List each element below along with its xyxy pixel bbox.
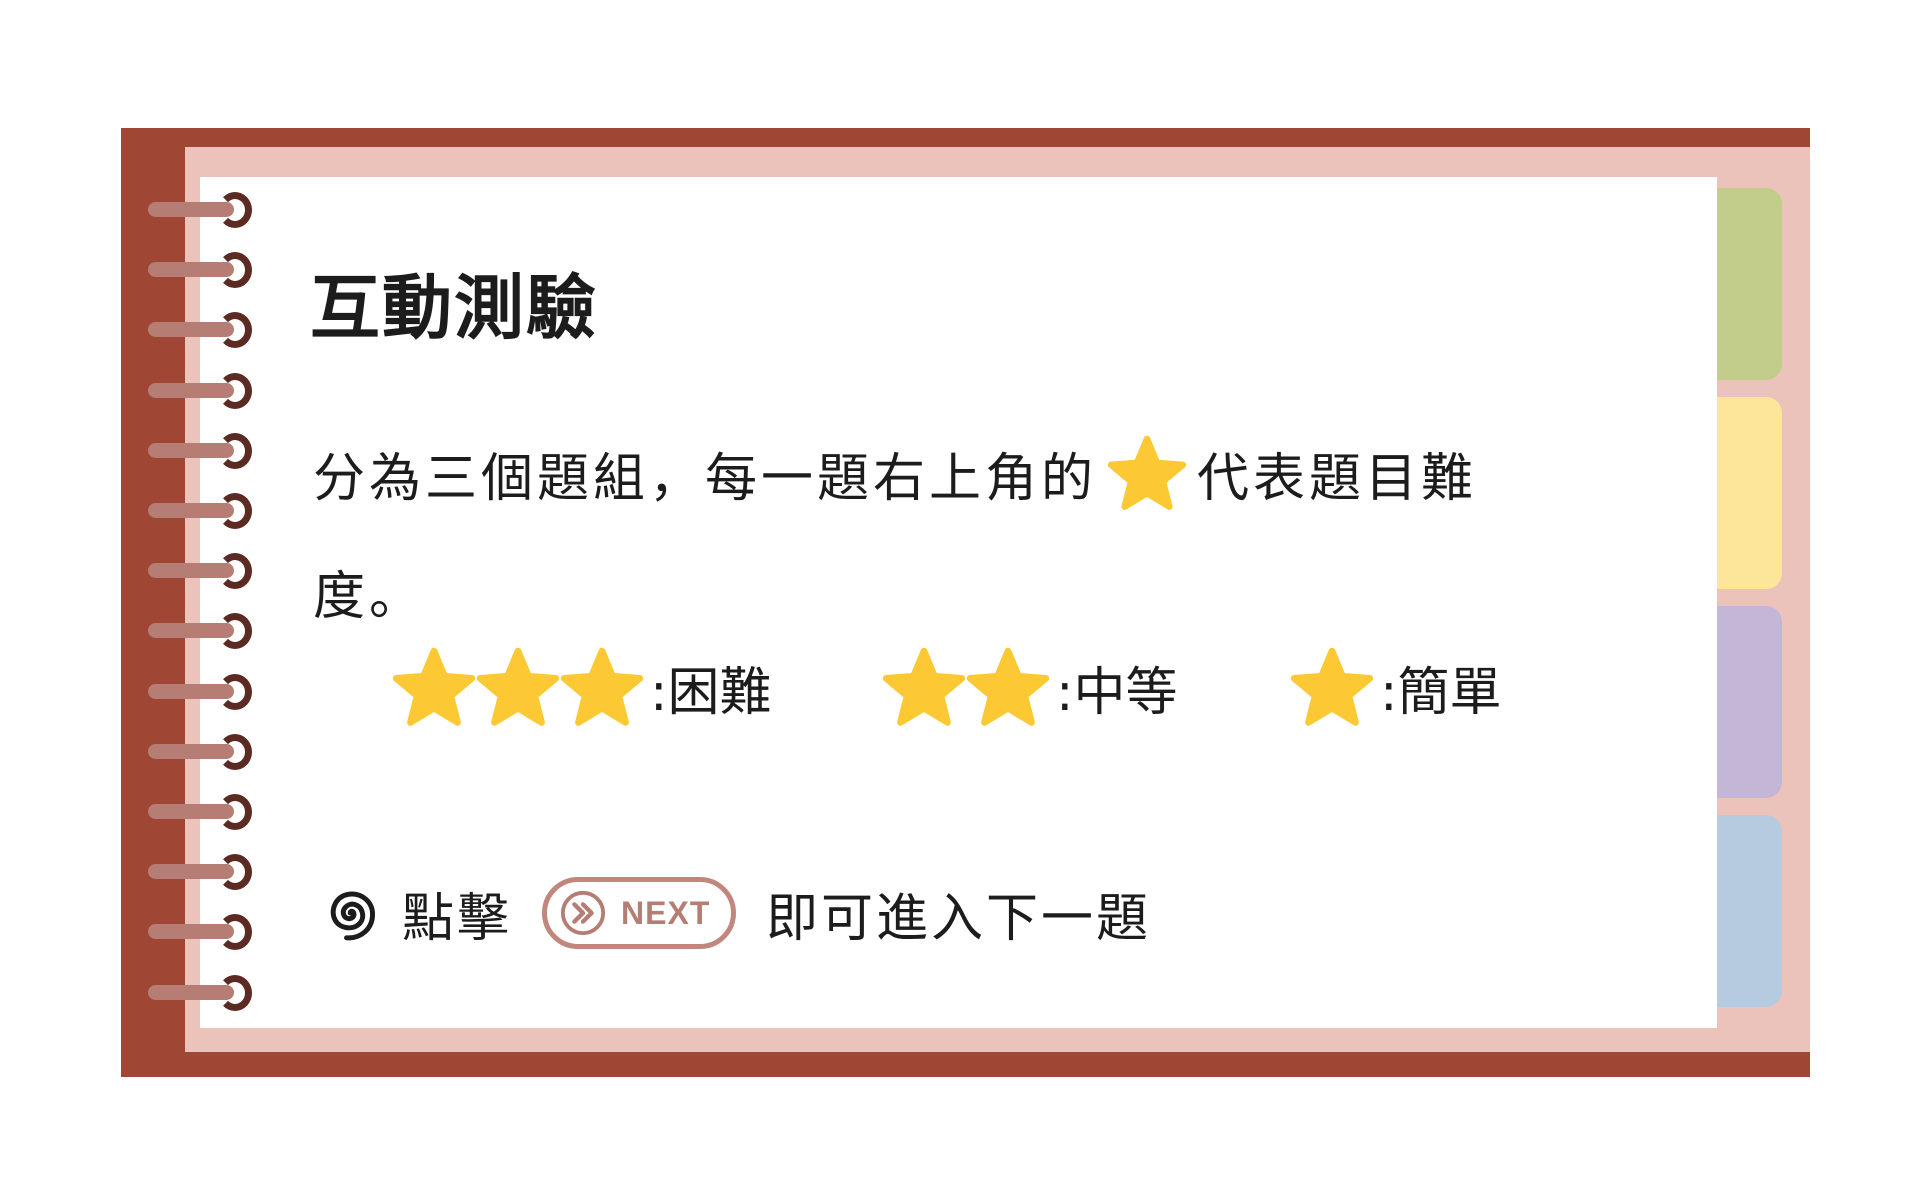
description-line-1: 分為三個題組，每一題右上角的 代表題目難	[313, 420, 1653, 538]
binder-ring-bar	[148, 262, 234, 278]
binder-ring-bar	[148, 864, 234, 880]
binder-ring-icon	[148, 794, 252, 830]
binder-ring-icon	[148, 673, 252, 710]
star-icon	[1107, 435, 1187, 510]
binder-ring-bar	[148, 503, 234, 518]
binder-ring-bar	[148, 804, 234, 819]
legend-easy: :簡單	[1290, 645, 1502, 730]
binder-ring-icon	[148, 733, 252, 770]
binder-ring-loop	[218, 733, 252, 770]
binder-ring-icon	[148, 493, 252, 529]
notebook-page	[200, 177, 1717, 1028]
binder-ring-loop	[218, 372, 252, 409]
binder-ring-loop	[218, 192, 252, 228]
binder-ring-icon	[148, 553, 252, 590]
double-chevron-right-icon	[560, 890, 606, 936]
star-icon	[560, 647, 644, 726]
binder-ring-loop	[218, 854, 252, 891]
binder-ring-icon	[148, 192, 252, 228]
binder-ring-loop	[218, 252, 252, 289]
binder-ring-loop	[218, 794, 252, 830]
binder-ring-bar	[148, 623, 234, 639]
binder-ring-loop	[218, 553, 252, 590]
binder-ring-bar	[148, 563, 234, 579]
binder-ring-icon	[148, 372, 252, 409]
binder-ring-loop	[218, 613, 252, 650]
binder-ring-icon	[148, 854, 252, 891]
legend-medium: :中等	[882, 645, 1178, 730]
binder-ring-loop	[218, 914, 252, 951]
binder-ring-loop	[218, 974, 252, 1011]
binder-ring-bar	[148, 322, 234, 338]
binder-ring-bar	[148, 202, 234, 217]
binder-ring-loop	[218, 312, 252, 349]
star-icon	[476, 647, 560, 726]
page-title: 互動測驗	[310, 267, 598, 349]
star-icon	[392, 647, 476, 726]
star-icon	[966, 647, 1050, 726]
star-icon	[1290, 647, 1374, 726]
star-icon	[882, 647, 966, 726]
binder-ring-icon	[148, 432, 252, 469]
spiral-icon	[330, 891, 376, 941]
binder-ring-bar	[148, 743, 234, 759]
description-line-2: 度。	[313, 567, 426, 627]
instruction-text-after: 即可進入下一題	[766, 888, 1152, 949]
binder-ring-bar	[148, 683, 234, 699]
binder-ring-bar	[148, 984, 234, 1000]
instruction-row: 點擊 NEXT 即可進入下一題	[318, 873, 1151, 953]
binder-ring-icon	[148, 974, 252, 1011]
binder-ring-icon	[148, 312, 252, 349]
binder-ring-bar	[148, 382, 234, 398]
binder-ring-loop	[218, 432, 252, 469]
legend-hard: :困難	[392, 645, 772, 730]
description-text-after-star: 代表題目難	[1197, 449, 1478, 509]
instruction-text-before: 點擊	[402, 888, 513, 949]
legend-hard-label: :困難	[650, 663, 772, 723]
binder-ring-bar	[148, 924, 234, 940]
binder-ring-icon	[148, 613, 252, 650]
binder-ring-bar	[148, 442, 234, 458]
legend-easy-stars	[1290, 646, 1374, 730]
next-button[interactable]: NEXT	[542, 877, 737, 949]
next-button-label: NEXT	[621, 894, 711, 931]
binder-ring-loop	[218, 673, 252, 710]
legend-medium-stars	[882, 646, 1050, 730]
legend-hard-stars	[392, 646, 644, 730]
binder-ring-icon	[148, 252, 252, 289]
binder-ring-loop	[218, 493, 252, 529]
binder-ring-icon	[148, 914, 252, 951]
description-paragraph: 分為三個題組，每一題右上角的 代表題目難 度。	[313, 420, 1653, 656]
legend-medium-label: :中等	[1056, 663, 1178, 723]
legend-easy-label: :簡單	[1380, 663, 1502, 723]
description-text-before-star: 分為三個題組，每一題右上角的	[313, 449, 1098, 509]
